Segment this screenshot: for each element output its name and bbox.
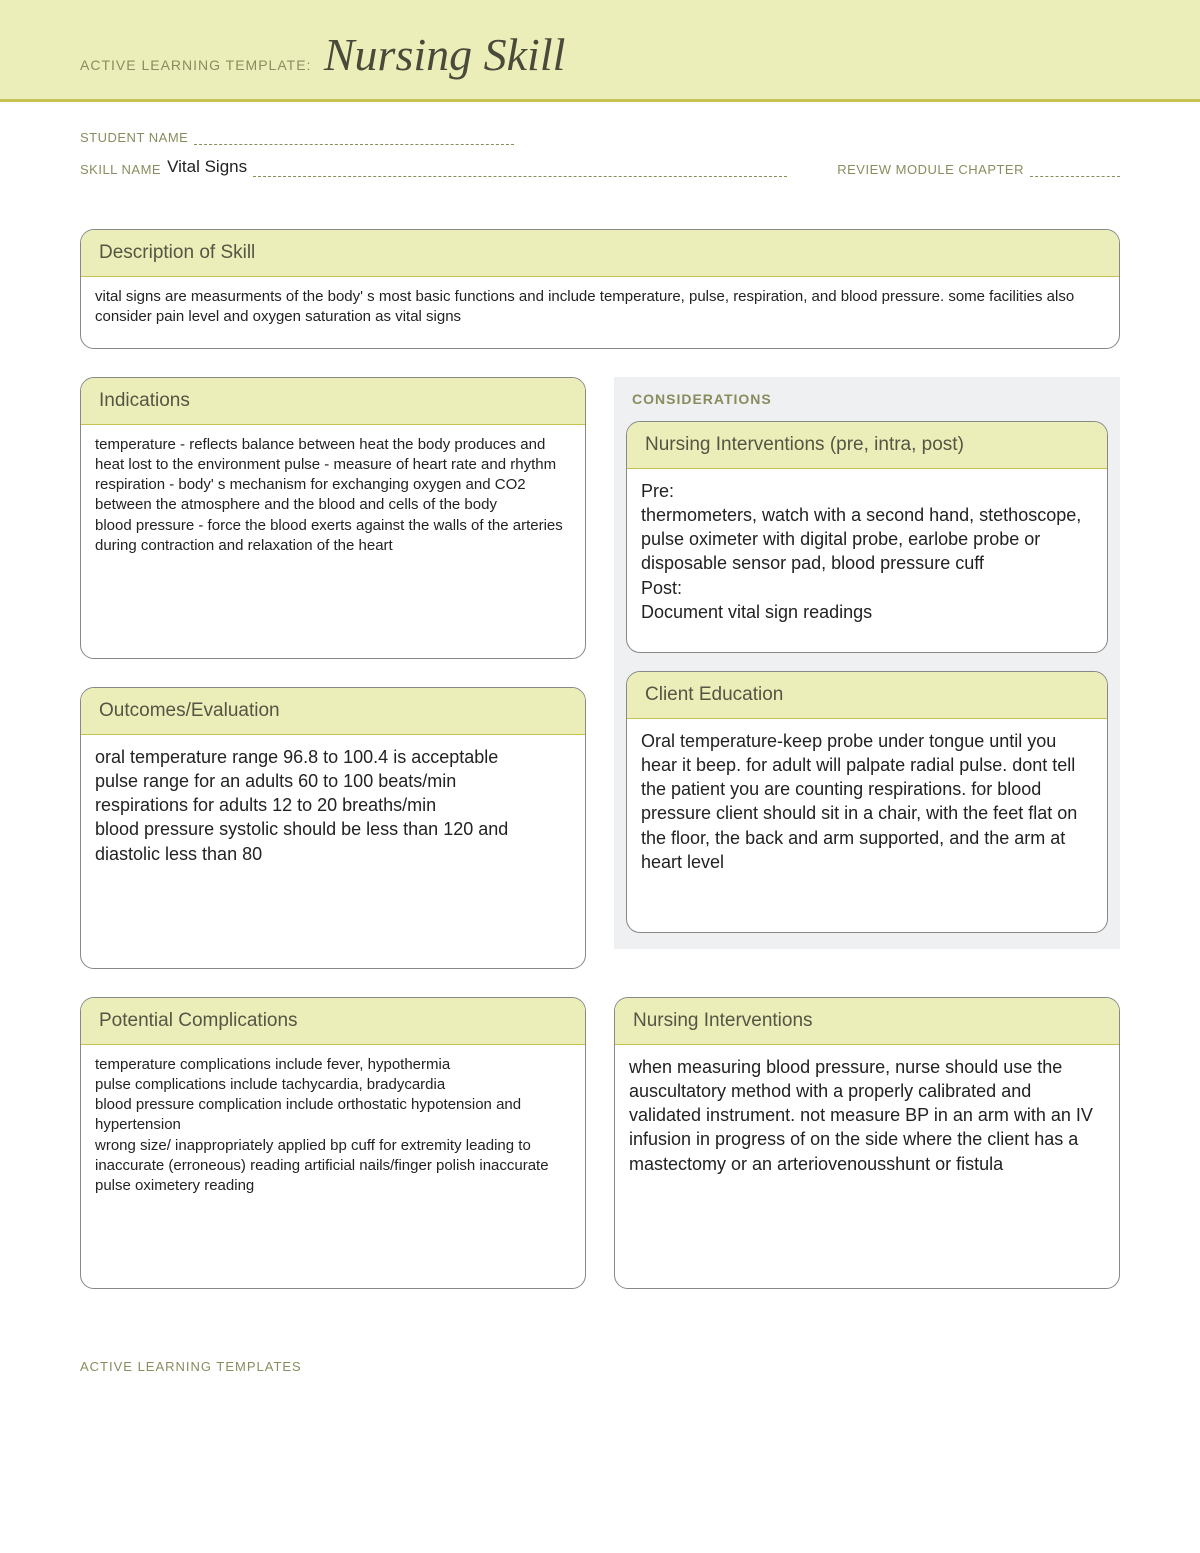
- outcomes-l3: respirations for adults 12 to 20 breaths…: [95, 793, 571, 817]
- post-body: Document vital sign readings: [641, 600, 1093, 624]
- outcomes-l4: blood pressure systolic should be less t…: [95, 817, 571, 866]
- pre-label: Pre:: [641, 479, 1093, 503]
- description-title: Description of Skill: [81, 230, 1119, 277]
- content: Description of Skill vital signs are mea…: [0, 209, 1200, 1329]
- review-blank[interactable]: [1030, 162, 1120, 177]
- skill-left: SKILL NAME Vital Signs: [80, 157, 787, 177]
- student-row: STUDENT NAME: [80, 130, 1120, 145]
- interventions1-title: Nursing Interventions (pre, intra, post): [627, 422, 1107, 469]
- pre-body: thermometers, watch with a second hand, …: [641, 503, 1093, 576]
- complications-body: temperature complications include fever,…: [81, 1045, 585, 1217]
- outcomes-l2: pulse range for an adults 60 to 100 beat…: [95, 769, 571, 793]
- education-box: Client Education Oral temperature-keep p…: [626, 671, 1108, 933]
- footer: ACTIVE LEARNING TEMPLATES: [0, 1329, 1200, 1404]
- complications-title: Potential Complications: [81, 998, 585, 1045]
- banner-label: ACTIVE LEARNING TEMPLATE:: [80, 57, 311, 73]
- left-col: Indications temperature - reflects balan…: [80, 377, 586, 997]
- complications-l4: wrong size/ inappropriately applied bp c…: [95, 1136, 571, 1197]
- interventions2-body: when measuring blood pressure, nurse sho…: [615, 1045, 1119, 1196]
- indications-title: Indications: [81, 378, 585, 425]
- columns-row-2: Potential Complications temperature comp…: [80, 997, 1120, 1289]
- complications-l1: temperature complications include fever,…: [95, 1055, 571, 1075]
- columns-row-1: Indications temperature - reflects balan…: [80, 377, 1120, 997]
- right-col-2: Nursing Interventions when measuring blo…: [614, 997, 1120, 1289]
- post-label: Post:: [641, 576, 1093, 600]
- review-label: REVIEW MODULE CHAPTER: [837, 162, 1024, 177]
- outcomes-box: Outcomes/Evaluation oral temperature ran…: [80, 687, 586, 969]
- right-col: CONSIDERATIONS Nursing Interventions (pr…: [614, 377, 1120, 997]
- interventions1-body: Pre: thermometers, watch with a second h…: [627, 469, 1107, 645]
- skill-value: Vital Signs: [167, 157, 247, 177]
- indications-box: Indications temperature - reflects balan…: [80, 377, 586, 659]
- review-group: REVIEW MODULE CHAPTER: [837, 162, 1120, 177]
- outcomes-title: Outcomes/Evaluation: [81, 688, 585, 735]
- left-col-2: Potential Complications temperature comp…: [80, 997, 586, 1289]
- skill-row: SKILL NAME Vital Signs REVIEW MODULE CHA…: [80, 157, 1120, 177]
- description-box: Description of Skill vital signs are mea…: [80, 229, 1120, 349]
- description-body: vital signs are measurments of the body'…: [81, 277, 1119, 348]
- outcomes-l1: oral temperature range 96.8 to 100.4 is …: [95, 745, 571, 769]
- skill-blank[interactable]: [253, 162, 787, 177]
- considerations-title: CONSIDERATIONS: [626, 377, 1108, 421]
- student-blank[interactable]: [194, 130, 514, 145]
- interventions2-title: Nursing Interventions: [615, 998, 1119, 1045]
- indications-p3: blood pressure - force the blood exerts …: [95, 516, 571, 557]
- indications-p2: respiration - body' s mechanism for exch…: [95, 475, 571, 516]
- interventions1-box: Nursing Interventions (pre, intra, post)…: [626, 421, 1108, 653]
- student-label: STUDENT NAME: [80, 130, 188, 145]
- skill-label: SKILL NAME: [80, 162, 161, 177]
- banner: ACTIVE LEARNING TEMPLATE: Nursing Skill: [0, 0, 1200, 102]
- page: ACTIVE LEARNING TEMPLATE: Nursing Skill …: [0, 0, 1200, 1404]
- complications-box: Potential Complications temperature comp…: [80, 997, 586, 1289]
- info-section: STUDENT NAME SKILL NAME Vital Signs REVI…: [0, 102, 1200, 209]
- education-title: Client Education: [627, 672, 1107, 719]
- complications-l2: pulse complications include tachycardia,…: [95, 1075, 571, 1095]
- indications-p1: temperature - reflects balance between h…: [95, 435, 571, 476]
- education-body: Oral temperature-keep probe under tongue…: [627, 719, 1107, 895]
- indications-body: temperature - reflects balance between h…: [81, 425, 585, 577]
- considerations-wrap: CONSIDERATIONS Nursing Interventions (pr…: [614, 377, 1120, 949]
- complications-l3: blood pressure complication include orth…: [95, 1095, 571, 1136]
- banner-title: Nursing Skill: [324, 29, 566, 80]
- interventions2-box: Nursing Interventions when measuring blo…: [614, 997, 1120, 1289]
- outcomes-body: oral temperature range 96.8 to 100.4 is …: [81, 735, 585, 886]
